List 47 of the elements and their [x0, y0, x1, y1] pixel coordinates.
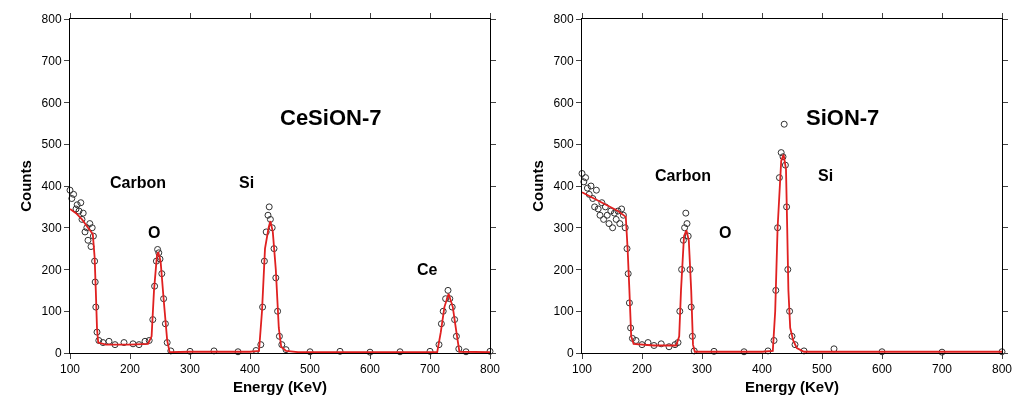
y-tick-label: 300 [553, 220, 574, 235]
annotation: Si [239, 174, 255, 191]
x-tick-label: 300 [179, 362, 201, 377]
x-tick-label: 400 [751, 362, 773, 377]
x-tick-label: 400 [239, 362, 261, 377]
y-axis-title: Counts [16, 160, 34, 212]
x-tick-label: 100 [59, 362, 81, 377]
x-tick-label: 200 [631, 362, 653, 377]
y-tick-label: 100 [553, 304, 574, 319]
y-tick-label: 700 [41, 53, 62, 68]
y-tick-label: 300 [41, 220, 62, 235]
y-tick-label: 200 [41, 262, 62, 277]
x-tick-label: 500 [811, 362, 833, 377]
annotation: CeSiON-7 [280, 105, 382, 130]
annotation: O [148, 224, 161, 241]
y-tick-label: 500 [41, 137, 62, 152]
y-tick-label: 700 [553, 53, 574, 68]
x-tick-label: 500 [299, 362, 321, 377]
annotation: SiON-7 [806, 105, 880, 130]
annotation: O [719, 224, 732, 241]
y-tick-label: 500 [553, 137, 574, 152]
y-tick-label: 600 [41, 95, 62, 110]
y-tick-label: 800 [41, 12, 62, 27]
y-axis-title: Counts [528, 160, 546, 212]
y-tick-label: 400 [41, 179, 62, 194]
y-tick-label: 100 [41, 304, 62, 319]
x-tick-label: 800 [991, 362, 1013, 377]
y-tick-label: 0 [566, 346, 574, 361]
annotation: Carbon [655, 167, 711, 184]
y-tick-label: 400 [553, 179, 574, 194]
x-tick-label: 800 [479, 362, 501, 377]
x-tick-label: 200 [119, 362, 141, 377]
x-tick-label: 300 [691, 362, 713, 377]
x-axis-title: Energy (KeV) [232, 378, 328, 396]
annotation: Ce [417, 261, 438, 278]
y-tick-label: 200 [553, 262, 574, 277]
annotation: Si [818, 167, 834, 184]
x-axis-title: Energy (KeV) [744, 378, 840, 396]
x-tick-label: 700 [419, 362, 441, 377]
x-tick-label: 600 [359, 362, 381, 377]
x-tick-label: 700 [931, 362, 953, 377]
x-tick-label: 100 [571, 362, 593, 377]
x-tick-label: 600 [871, 362, 893, 377]
y-tick-label: 600 [553, 95, 574, 110]
y-tick-label: 0 [54, 346, 62, 361]
annotation: Carbon [110, 174, 166, 191]
y-tick-label: 800 [553, 12, 574, 27]
